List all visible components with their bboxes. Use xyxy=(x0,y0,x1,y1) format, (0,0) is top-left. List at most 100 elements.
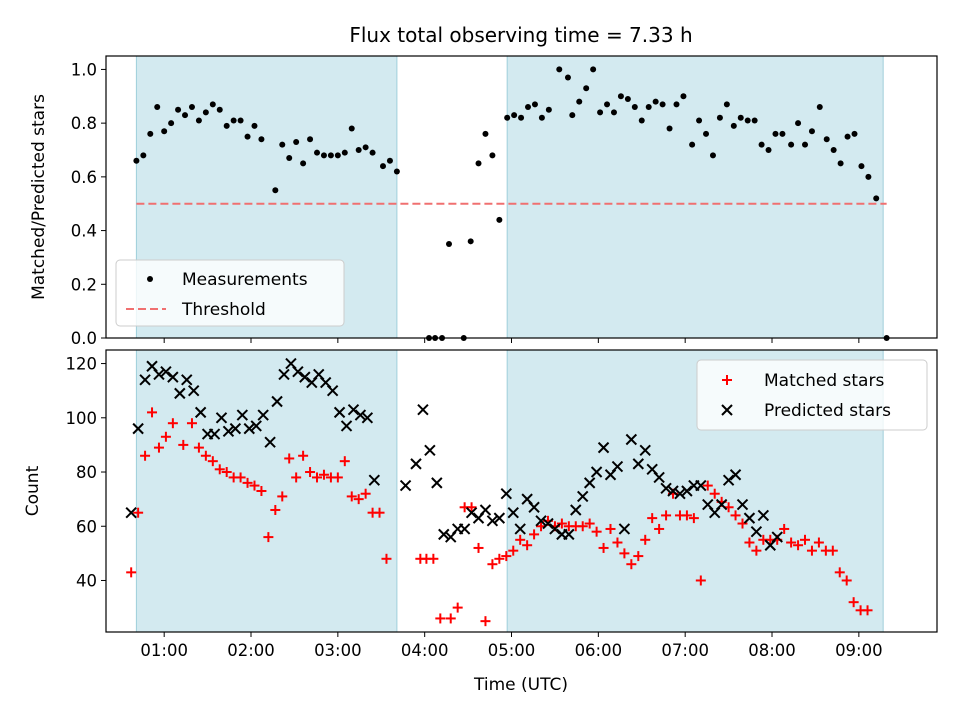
matched-point xyxy=(841,575,852,586)
predicted-point xyxy=(215,412,228,424)
matched-point xyxy=(374,507,385,518)
y-tick-label: 40 xyxy=(76,571,97,590)
measurement-point xyxy=(133,157,140,164)
data-points xyxy=(125,357,873,627)
predicted-point xyxy=(458,523,471,535)
matched-point xyxy=(381,553,392,564)
legend: Measurements Threshold xyxy=(115,259,345,327)
measurement-point xyxy=(209,101,216,108)
predicted-point xyxy=(181,374,193,386)
matched-point xyxy=(473,542,484,553)
predicted-point xyxy=(340,420,353,432)
measurement-point xyxy=(286,155,293,162)
matched-point xyxy=(584,518,595,529)
predicted-point xyxy=(681,485,693,497)
measurement-point xyxy=(518,114,525,121)
measurement-point xyxy=(858,163,865,170)
measurement-point xyxy=(703,130,710,137)
matched-point xyxy=(256,486,267,496)
predicted-point xyxy=(736,498,749,511)
matched-point xyxy=(126,567,137,578)
x-tick-label: 09:00 xyxy=(835,641,883,660)
predicted-point xyxy=(479,504,492,516)
matched-point xyxy=(827,545,838,556)
measurement-point xyxy=(511,112,518,119)
measurement-point xyxy=(334,152,341,159)
y-tick-label: 100 xyxy=(66,409,98,428)
predicted-point xyxy=(771,531,783,543)
measurement-point xyxy=(723,101,730,108)
predicted-point xyxy=(577,490,589,503)
y-tick-label: 120 xyxy=(66,355,98,374)
measurement-point xyxy=(258,136,265,143)
matched-point xyxy=(147,407,158,418)
legend-label-measurements: Measurements xyxy=(182,270,308,290)
predicted-point xyxy=(326,384,339,397)
measurement-point xyxy=(730,122,737,129)
measurement-point xyxy=(504,114,511,121)
measurement-point xyxy=(237,117,244,124)
matched-point xyxy=(612,537,623,548)
matched-point xyxy=(633,551,644,562)
plot-area xyxy=(135,56,887,338)
measurement-point xyxy=(765,147,772,153)
measurement-point xyxy=(341,149,348,156)
matched-point xyxy=(688,513,699,524)
predicted-point xyxy=(743,512,756,524)
matched-point xyxy=(339,456,350,467)
measurement-point xyxy=(147,130,154,137)
predicted-point xyxy=(695,479,707,492)
predicted-point xyxy=(368,474,381,486)
predicted-point xyxy=(132,422,144,435)
predicted-point xyxy=(660,482,672,494)
measurement-point xyxy=(314,149,321,156)
measurement-point xyxy=(696,117,703,124)
measurement-point xyxy=(168,120,175,127)
measurement-point xyxy=(320,152,327,159)
measurement-point xyxy=(564,74,571,81)
predicted-point xyxy=(417,403,429,416)
predicted-point xyxy=(653,471,665,484)
matched-point xyxy=(193,442,204,453)
measurement-point xyxy=(393,168,400,175)
predicted-point xyxy=(618,523,631,535)
measurement-point xyxy=(175,106,182,113)
measurement-point xyxy=(467,238,474,245)
top-panel-ratio: 0.0 0.2 0.4 0.6 0.8 1.0 Matched/Predicted star… xyxy=(29,55,938,348)
measurement-point xyxy=(680,93,687,100)
measurement-point xyxy=(251,122,258,129)
measurement-point xyxy=(844,133,851,140)
x-tick-label: 01:00 xyxy=(140,641,188,660)
legend-predicted-marker xyxy=(721,404,733,416)
measurement-point xyxy=(851,130,858,137)
measurement-point xyxy=(272,187,279,194)
matched-point xyxy=(661,510,672,521)
matched-point xyxy=(298,450,309,461)
matched-point xyxy=(786,537,797,548)
predicted-point xyxy=(729,469,742,481)
y-tick-label: 0.8 xyxy=(71,114,97,133)
matched-point xyxy=(133,507,144,518)
predicted-point xyxy=(250,420,262,432)
axes-frame xyxy=(105,55,938,339)
matched-point xyxy=(577,521,588,532)
measurement-point xyxy=(631,104,638,111)
y-tick-label: 80 xyxy=(76,463,97,482)
legend-label-matched: Matched stars xyxy=(764,371,884,391)
predicted-point xyxy=(347,403,360,416)
matched-point xyxy=(140,450,151,461)
matched-point xyxy=(435,613,446,624)
predicted-point xyxy=(500,488,513,500)
matched-point xyxy=(598,542,609,553)
matched-point xyxy=(466,502,477,513)
matched-point xyxy=(346,491,357,502)
predicted-point xyxy=(187,384,200,397)
matched-point xyxy=(834,567,845,578)
predicted-point xyxy=(750,525,763,538)
predicted-point xyxy=(722,474,735,486)
measurement-point xyxy=(545,106,552,113)
axes-frame xyxy=(105,349,938,633)
matched-point xyxy=(702,480,713,491)
measurement-point xyxy=(873,195,880,202)
